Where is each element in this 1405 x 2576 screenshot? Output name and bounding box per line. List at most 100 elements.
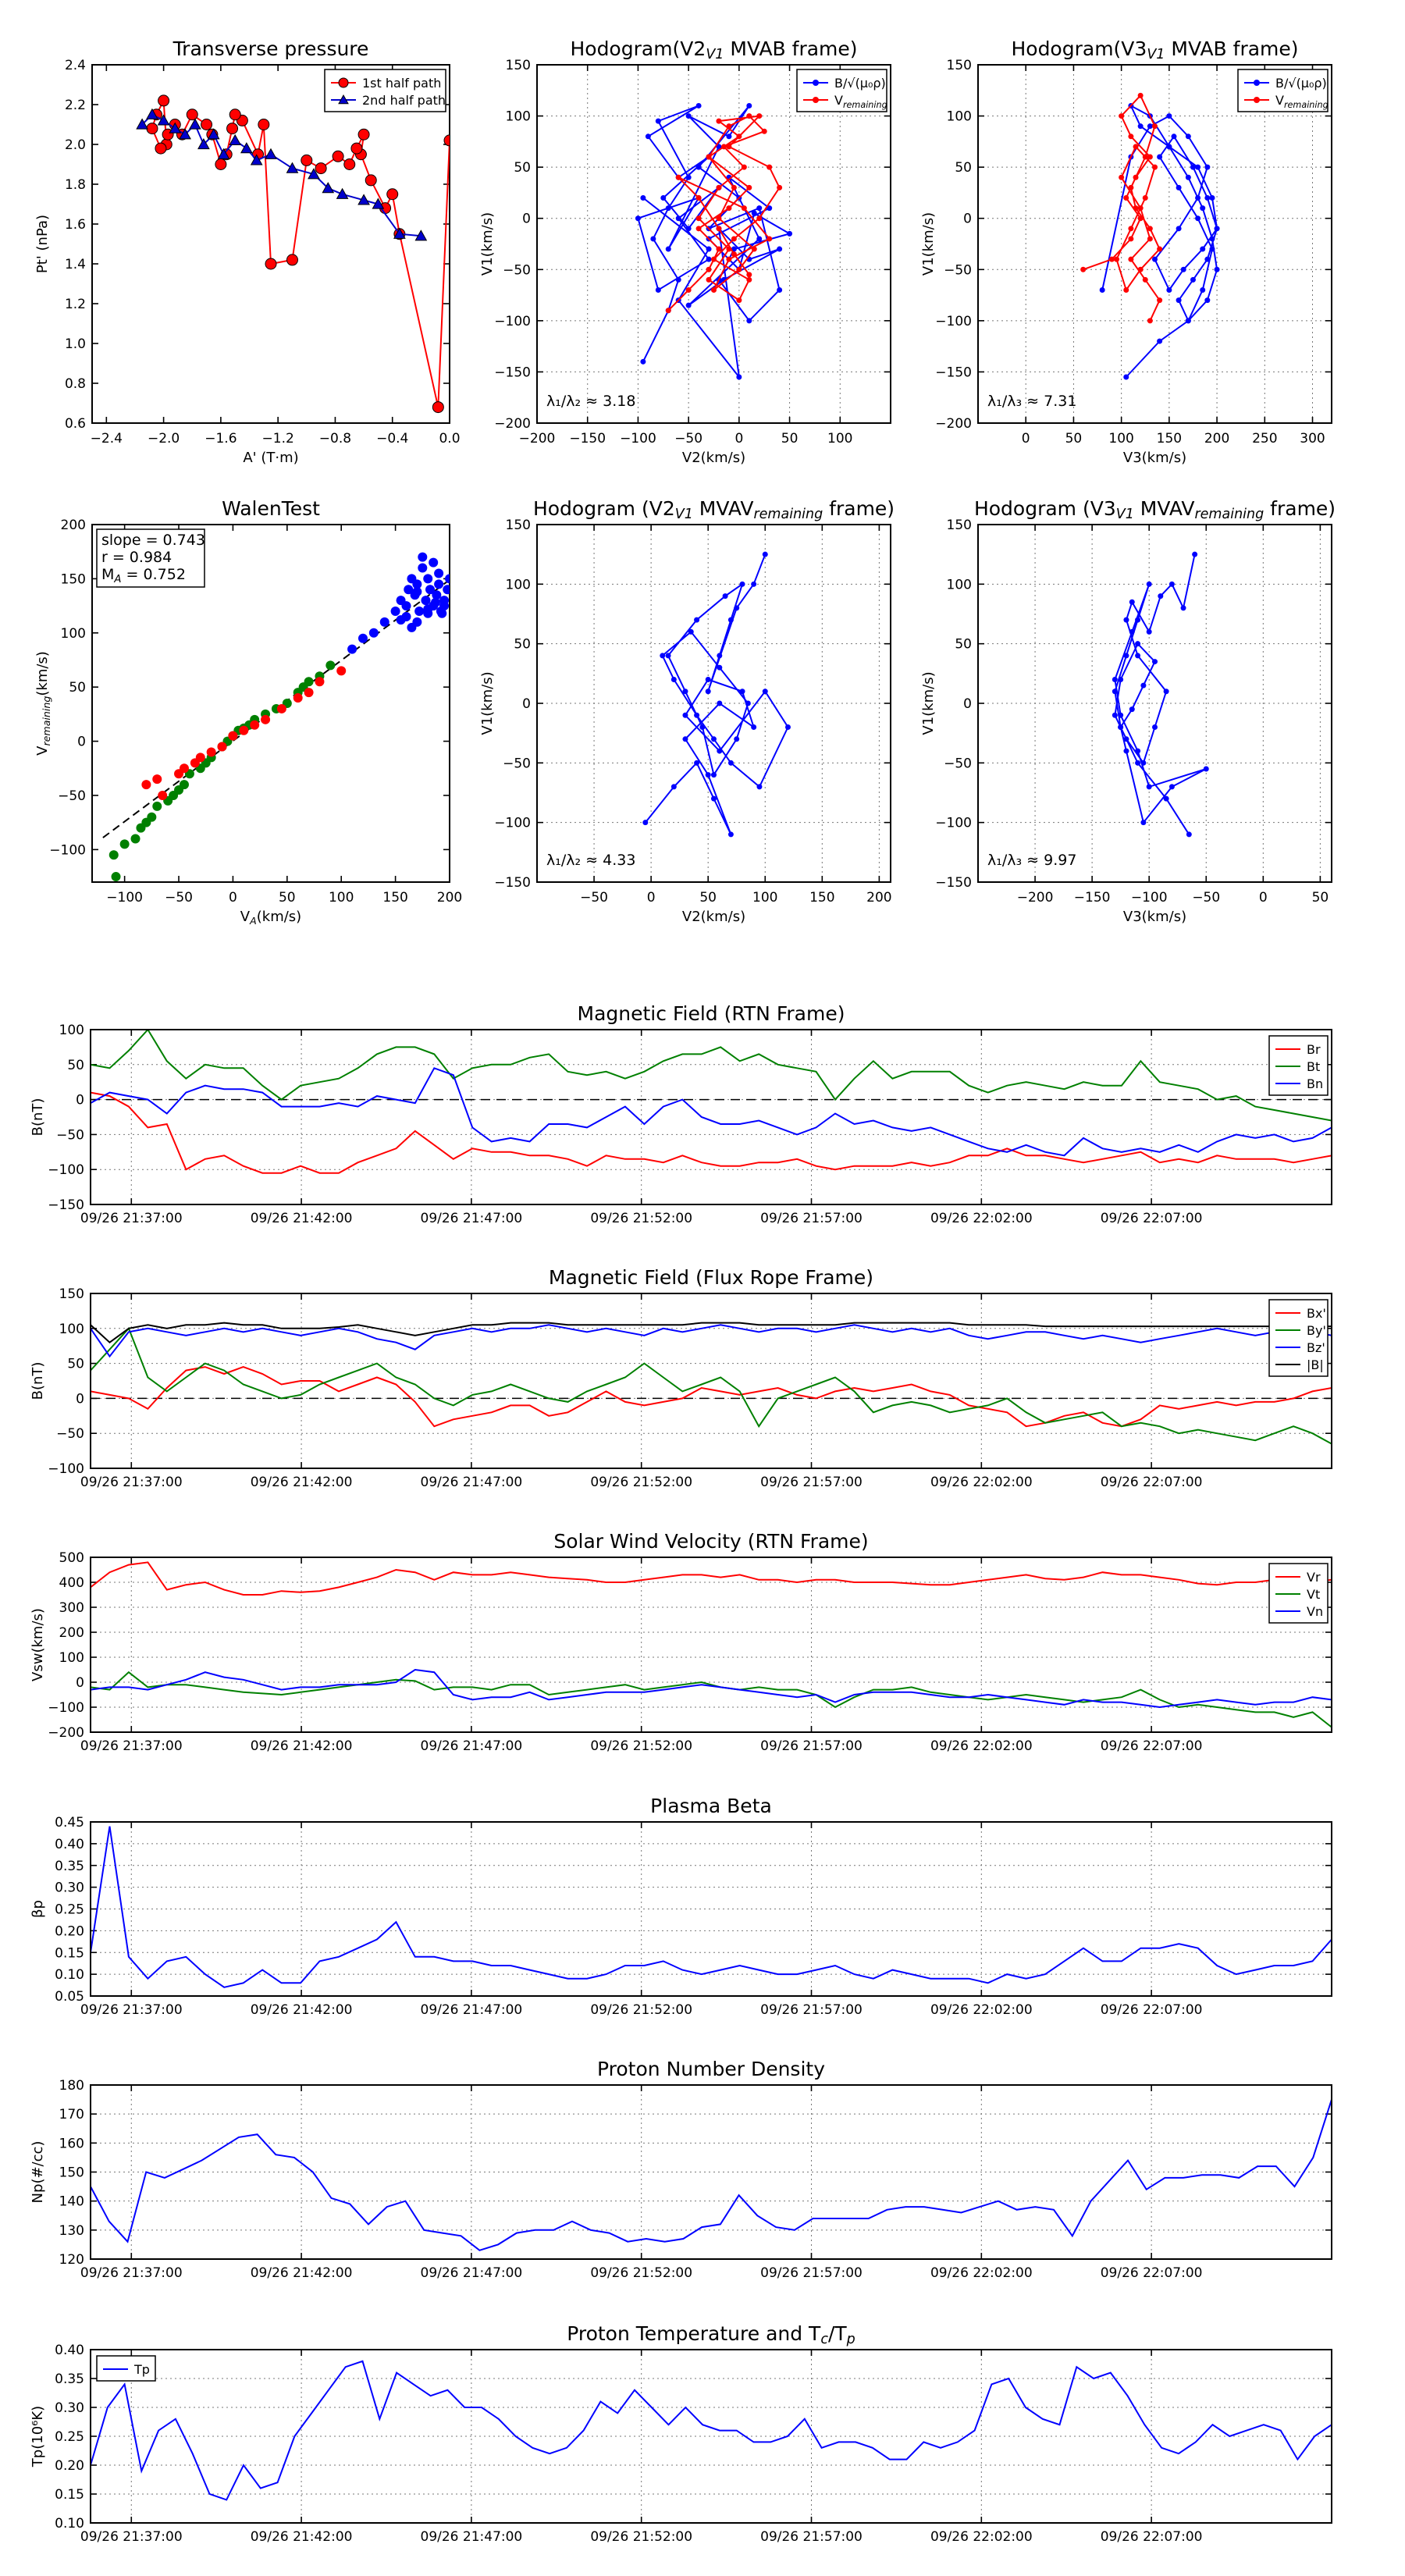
y-axis-label: Np(#/cc) [30, 2141, 46, 2204]
data-point-red [152, 774, 162, 785]
y-axis-label: Vremaining(km/s) [34, 651, 52, 756]
data-point [1176, 184, 1182, 190]
legend-marker [1254, 80, 1260, 86]
x-tick-label: 300 [1300, 431, 1325, 447]
series-line-Tp [91, 2360, 1332, 2501]
x-tick-label: 09/26 21:42:00 [251, 1738, 353, 1754]
data-point-blue [412, 587, 422, 597]
y-tick-label: 100 [506, 577, 531, 592]
data-point [711, 772, 717, 778]
y-tick-label: 100 [59, 1322, 84, 1337]
data-point [343, 158, 356, 170]
chart-ts5: 09/26 21:37:00 09/26 21:42:00 09/26 21:47:… [30, 2058, 1332, 2281]
data-point [1142, 194, 1148, 201]
y-tick-label: 100 [61, 626, 86, 642]
data-point [322, 182, 335, 194]
x-axis-label: A' (T·m) [243, 450, 298, 466]
y-tick-label: 100 [506, 109, 531, 125]
y-tick-label: 0.05 [55, 1989, 84, 2005]
y-tick-label: −200 [935, 416, 972, 432]
data-point [736, 297, 742, 304]
x-tick-label: 09/26 22:07:00 [1101, 2529, 1203, 2545]
data-point [1163, 795, 1169, 802]
data-point-red [206, 747, 216, 757]
data-point [1128, 236, 1134, 242]
x-tick-label: 50 [781, 431, 799, 447]
data-point [716, 118, 722, 124]
y-tick-label: 0 [77, 735, 86, 750]
data-point [640, 194, 646, 201]
data-point [157, 114, 170, 126]
data-point [1119, 174, 1125, 180]
data-point [694, 712, 700, 718]
y-tick-label: 0 [963, 212, 972, 227]
legend-label: Bt [1307, 1059, 1320, 1074]
data-point-green [304, 677, 314, 687]
data-point [711, 736, 717, 742]
data-point [767, 205, 773, 212]
data-point [695, 102, 702, 109]
data-point [716, 215, 722, 222]
data-point [1157, 246, 1163, 252]
data-point [1203, 766, 1209, 772]
y-tick-label: −50 [944, 262, 972, 278]
x-axis-label: VA(km/s) [240, 909, 301, 927]
data-point [734, 736, 740, 742]
data-point [665, 308, 671, 314]
data-point [215, 158, 227, 170]
y-tick-label: −50 [503, 262, 531, 278]
x-tick-label: 09/26 22:07:00 [1101, 2265, 1203, 2281]
data-point [1185, 133, 1191, 140]
legend-label: Vremaining [834, 93, 887, 110]
data-point [682, 712, 688, 718]
y-tick-label: 500 [59, 1550, 84, 1566]
y-tick-label: 0 [963, 696, 972, 712]
x-tick-label: 09/26 22:02:00 [930, 2529, 1033, 2545]
plot-area [642, 551, 791, 838]
plot-area [91, 1826, 1332, 1988]
y-tick-label: 400 [59, 1575, 84, 1591]
y-tick-label: −150 [48, 1197, 84, 1213]
x-tick-label: 09/26 21:42:00 [251, 2265, 353, 2281]
x-tick-label: 09/26 21:42:00 [251, 1475, 353, 1490]
x-tick-label: 250 [1252, 431, 1277, 447]
x-tick-label: −2.0 [148, 431, 180, 447]
data-point [705, 676, 711, 682]
data-point [1137, 215, 1144, 222]
x-tick-label: 09/26 21:47:00 [421, 1475, 523, 1490]
data-point [1204, 194, 1211, 201]
stats-line: r = 0.984 [101, 549, 172, 566]
data-point [1192, 551, 1198, 557]
series-line [1114, 553, 1207, 835]
y-tick-label: 0.20 [55, 1923, 84, 1939]
x-tick-label: 09/26 21:57:00 [760, 1738, 863, 1754]
y-tick-label: −150 [494, 875, 531, 891]
plot-frame [91, 524, 450, 883]
y-tick-label: −150 [935, 365, 972, 380]
data-point [229, 133, 242, 145]
data-point-red [250, 720, 260, 730]
data-point [716, 144, 722, 150]
data-point-red [304, 688, 314, 698]
data-point [726, 205, 732, 212]
legend-label: Bn [1307, 1076, 1323, 1091]
data-point [711, 795, 717, 802]
data-point [189, 118, 201, 130]
data-point [1146, 784, 1152, 790]
data-point-blue [437, 608, 447, 618]
data-point [711, 256, 717, 262]
data-point-blue [401, 601, 411, 611]
y-tick-label: 0.20 [55, 2458, 84, 2474]
data-point [146, 108, 158, 119]
data-point [685, 226, 692, 232]
data-point [1180, 266, 1186, 272]
data-point [1123, 194, 1129, 201]
plot-frame [90, 1557, 1332, 1733]
x-tick-label: 09/26 22:02:00 [930, 1211, 1033, 1226]
data-point [717, 653, 723, 659]
y-tick-label: 0.35 [55, 2371, 84, 2387]
data-point [731, 184, 737, 190]
plot-area [91, 2099, 1332, 2251]
y-axis-label: V1(km/s) [479, 212, 496, 276]
